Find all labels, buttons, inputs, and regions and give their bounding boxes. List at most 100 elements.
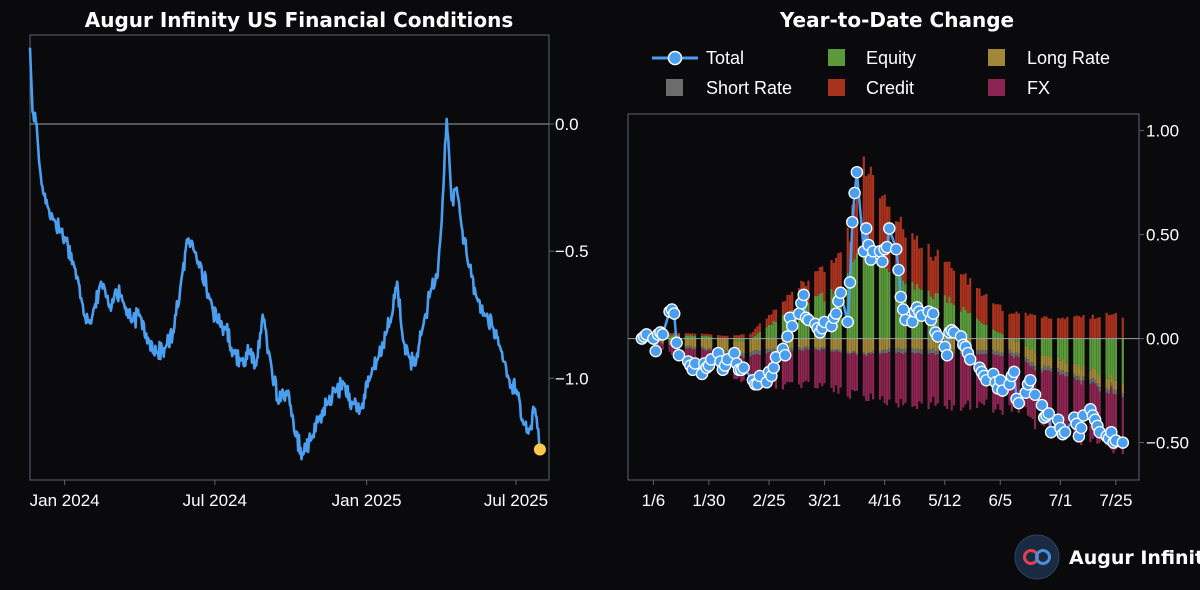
bar-segment-equity [1029, 338, 1032, 350]
bar-segment-fx [1059, 375, 1062, 431]
bar-segment-fx [659, 342, 662, 347]
bar-segment-credit [772, 309, 775, 321]
bar-segment-credit [710, 334, 713, 337]
bar-segment-credit [964, 273, 967, 310]
bar-segment-credit [1013, 313, 1016, 339]
bar-segment-short-rate [1105, 388, 1108, 393]
bar-segment-credit [969, 278, 972, 313]
bar-segment-fx [832, 352, 835, 393]
bar-segment-equity [821, 292, 824, 339]
bar-segment-fx [936, 354, 939, 404]
bar-segment-short-rate [1098, 387, 1101, 392]
bar-segment-credit [677, 332, 680, 336]
right-total-markers [635, 165, 1130, 449]
bar-segment-fx [881, 353, 884, 397]
bar-segment-long-rate [1015, 341, 1018, 353]
bar-segment-credit [936, 249, 939, 294]
bar-segment-long-rate [1105, 378, 1108, 389]
legend-swatch-short-rate [666, 79, 683, 96]
right-y-tick-label: 0.00 [1146, 330, 1179, 349]
bar-segment-equity [1094, 338, 1097, 369]
bar-segment-equity [1061, 338, 1064, 359]
bar-segment-short-rate [814, 347, 817, 350]
bar-segment-short-rate [740, 352, 743, 357]
legend-label-fx: FX [1027, 78, 1050, 98]
bar-segment-equity [1089, 338, 1092, 371]
bar-segment-short-rate [1082, 376, 1085, 381]
legend-label-total: Total [706, 48, 744, 68]
bar-segment-long-rate [754, 338, 757, 351]
bar-segment-short-rate [1112, 389, 1115, 395]
bar-segment-equity [869, 247, 872, 339]
bar-segment-short-rate [1031, 362, 1034, 367]
bar-segment-fx [846, 353, 849, 397]
bar-segment-credit [733, 335, 736, 339]
bar-segment-short-rate [684, 346, 687, 349]
total-point [778, 348, 792, 362]
bar-segment-long-rate [1096, 373, 1099, 383]
left-x-tick-label: Jul 2024 [183, 491, 247, 510]
bar-segment-short-rate [934, 351, 937, 356]
bar-segment-long-rate [816, 338, 819, 349]
bar-segment-equity [872, 248, 875, 339]
total-point [931, 330, 945, 343]
bar-segment-equity [735, 338, 738, 341]
right-y-tick-label: 1.00 [1146, 122, 1179, 141]
bar-segment-short-rate [915, 348, 919, 353]
bar-segment-equity [969, 313, 972, 339]
total-point [841, 315, 854, 329]
bar-segment-short-rate [976, 350, 979, 355]
bar-segment-short-rate [821, 347, 824, 350]
bar-segment-credit [1110, 314, 1113, 339]
bar-segment-credit [865, 176, 868, 250]
bar-segment-equity [814, 295, 817, 339]
bar-segment-short-rate [1061, 370, 1064, 374]
bar-segment-long-rate [710, 338, 713, 349]
bar-segment-equity [1063, 338, 1067, 363]
bar-segment-short-rate [661, 342, 664, 345]
bar-segment-short-rate [902, 349, 905, 355]
bar-segment-short-rate [1094, 380, 1097, 384]
bar-segment-long-rate [895, 338, 898, 349]
bar-segment-long-rate [1110, 373, 1113, 383]
bar-segment-long-rate [1077, 364, 1080, 376]
bar-segment-long-rate [904, 338, 907, 349]
bar-segment-long-rate [1033, 352, 1037, 367]
bar-segment-credit [774, 309, 778, 322]
bar-segment-long-rate [996, 338, 1000, 351]
bar-segment-long-rate [1026, 347, 1030, 360]
bar-segment-long-rate [726, 339, 729, 352]
bar-segment-credit [1089, 318, 1092, 339]
bar-segment-short-rate [705, 349, 708, 352]
bar-segment-short-rate [1057, 368, 1060, 372]
bar-segment-fx [1107, 393, 1110, 446]
brand-name: Augur Infinity [1069, 547, 1200, 569]
bar-segment-long-rate [927, 338, 930, 350]
bar-segment-equity [950, 302, 953, 339]
bar-segment-equity [978, 320, 981, 339]
bar-segment-short-rate [668, 343, 671, 346]
bar-segment-equity [756, 333, 759, 339]
bar-segment-short-rate [897, 347, 900, 353]
bar-segment-long-rate [918, 338, 921, 350]
bar-segment-credit [872, 175, 875, 249]
bar-segment-equity [668, 334, 671, 339]
bar-segment-fx [929, 353, 932, 403]
bar-segment-long-rate [689, 338, 692, 346]
bar-segment-equity [885, 268, 889, 339]
bar-segment-short-rate [1066, 372, 1069, 377]
bar-segment-long-rate [1098, 376, 1101, 388]
bar-segment-short-rate [918, 349, 921, 354]
total-point [1012, 396, 1026, 410]
bar-segment-equity [1075, 338, 1078, 365]
bar-segment-long-rate [1114, 380, 1117, 390]
bar-segment-fx [855, 355, 858, 391]
bar-segment-equity [992, 329, 995, 339]
bar-segment-credit [943, 261, 946, 295]
bar-segment-credit [853, 203, 856, 260]
bar-segment-long-rate [1031, 349, 1034, 363]
bar-segment-long-rate [865, 338, 868, 355]
bar-segment-long-rate [1040, 355, 1043, 369]
legend-swatch-fx [988, 79, 1005, 96]
left-x-tick-label: Jan 2024 [30, 491, 100, 510]
